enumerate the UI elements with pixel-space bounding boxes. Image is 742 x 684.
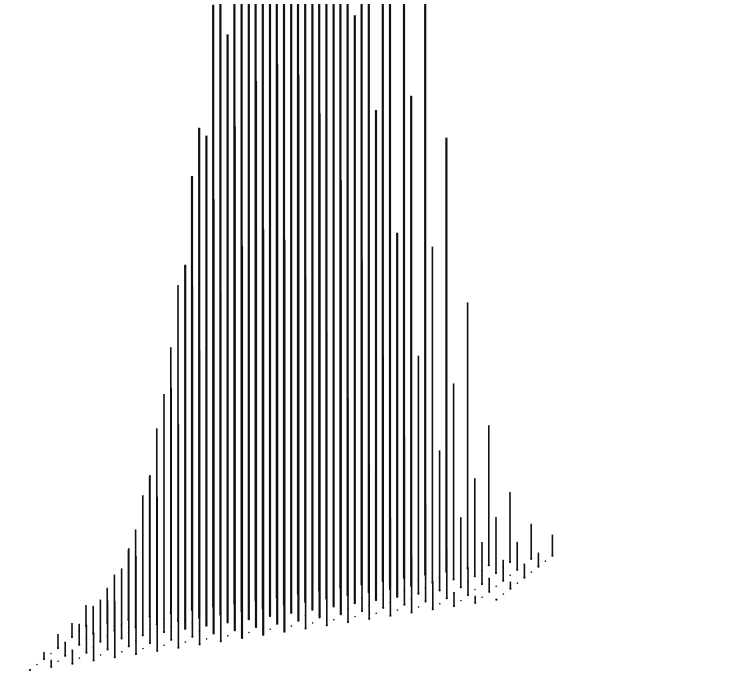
floor-grid-dot [219, 627, 222, 629]
floor-grid-dot [227, 634, 229, 637]
floor-grid-dot [410, 598, 413, 600]
floor-grid-dot [368, 604, 370, 607]
stem-base-point [495, 598, 498, 601]
floor-grid-dot [311, 622, 314, 624]
floor-grid-dot [382, 593, 384, 596]
floor-grid-dot [389, 601, 392, 604]
floor-grid-dot [141, 621, 144, 623]
floor-grid-dot [396, 582, 398, 585]
floor-grid-dot [530, 571, 533, 573]
floor-grid-dot [523, 563, 525, 566]
floor-grid-dot [233, 616, 236, 618]
floor-grid-dot [57, 660, 59, 663]
floor-grid-dot [205, 611, 207, 614]
floor-grid-dot [92, 646, 95, 648]
floor-grid-dot [135, 639, 137, 642]
floor-grid-dot [516, 582, 519, 584]
floor-grid-dot [78, 630, 80, 633]
floor-grid-dot [439, 602, 441, 605]
floor-grid-dot [297, 606, 300, 609]
floor-grid-dot [509, 574, 512, 577]
floor-grid-dot [375, 585, 377, 588]
floor-grid-dot [149, 628, 151, 631]
floor-grid-dot [453, 591, 455, 594]
floor-grid-dot [120, 624, 123, 626]
floor-grid-dot [481, 596, 484, 599]
floor-grid-dot [184, 614, 186, 617]
floor-grid-dot [424, 587, 427, 589]
floor-grid-dot [332, 592, 335, 594]
floor-grid-dot [212, 619, 215, 621]
floor-grid-dot [304, 614, 307, 616]
floor-grid-dot [438, 576, 441, 578]
floor-grid-dot [339, 600, 342, 602]
floor-grid-dot [106, 635, 109, 637]
floor-grid-dot [460, 599, 462, 602]
floor-grid-dot [276, 609, 278, 612]
floor-grid-dot [403, 590, 406, 593]
floor-grid-dot [142, 647, 144, 650]
floor-grid-dot [417, 579, 420, 582]
floor-grid-dot [474, 588, 476, 591]
floor-grid-dot [445, 584, 448, 586]
floor-grid-dot [269, 601, 271, 604]
floor-grid-dot [121, 650, 123, 653]
floor-grid-dot [170, 625, 172, 628]
floor-grid-dot [163, 617, 165, 620]
stem-base-point [28, 668, 32, 672]
floor-grid-dot [488, 577, 490, 580]
floor-grid-dot [318, 603, 321, 605]
floor-grid-dot [396, 609, 399, 611]
floor-grid-dot [283, 617, 286, 620]
floor-grid-dot [311, 595, 314, 598]
floor-grid-dot [333, 618, 335, 621]
floor-grid-dot [375, 612, 378, 615]
floor-grid-dot [191, 622, 193, 625]
floor-grid-dot [241, 623, 243, 626]
floor-grid-dot [113, 643, 116, 645]
floor-grid-dot [36, 663, 38, 666]
floor-grid-dot [71, 649, 73, 652]
floor-grid-dot [544, 560, 547, 562]
floor-grid-dot [495, 585, 498, 588]
floor-grid-dot [247, 605, 250, 607]
floor-grid-dot [99, 654, 102, 656]
floor-grid-dot [262, 620, 264, 623]
stem-series [28, 4, 554, 672]
floor-grid-dot [85, 638, 87, 641]
floor-grid-dot [163, 644, 165, 647]
floor-grid-dot [361, 596, 363, 599]
floor-grid-dot [467, 580, 469, 583]
floor-grid-dot [290, 598, 292, 601]
floor-grid-dot [177, 633, 179, 636]
floor-grid-dot [502, 593, 505, 595]
floor-grid-dot [269, 628, 272, 631]
floor-grid-dot [156, 636, 158, 639]
floor-grid-dot [502, 566, 504, 569]
floor-grid-dot [78, 657, 81, 659]
floor-grid-dot [184, 641, 187, 643]
floor-grid-dot [431, 595, 434, 597]
floor-grid-dot [248, 631, 250, 634]
floor-grid-dot [198, 630, 201, 632]
floor-grid-dot [255, 612, 257, 615]
floor-grid-dot [99, 627, 101, 630]
floor-grid-dot [290, 625, 293, 627]
floor-grid-dot [325, 611, 328, 613]
floor-grid-dot [354, 615, 356, 618]
floor-grid-dot [50, 652, 52, 655]
floor-grid-dot [226, 608, 229, 610]
floor-grid-dot [459, 573, 462, 575]
floor-grid-dot [353, 589, 356, 591]
floor-grid-dot [127, 632, 130, 634]
floor-grid-dot [64, 641, 66, 644]
floor-grid-dot [481, 569, 483, 572]
floor-grid-dot [347, 607, 349, 610]
floor-grid-dot [205, 638, 208, 640]
floor-grid-dot [417, 606, 420, 608]
